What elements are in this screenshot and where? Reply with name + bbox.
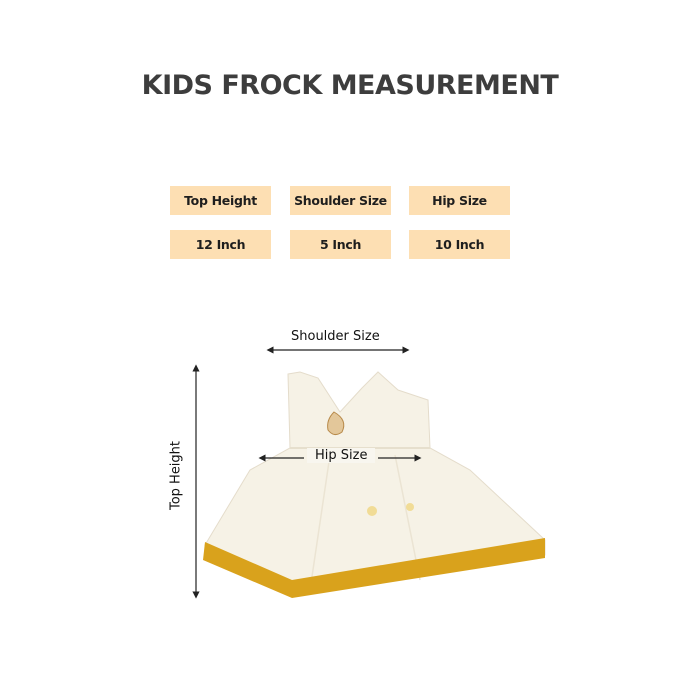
header-shoulder-size: Shoulder Size [290,186,391,215]
hip-size-label: Hip Size [307,448,376,463]
header-top-height: Top Height [170,186,271,215]
value-hip-size: 10 Inch [409,230,510,259]
value-shoulder-size: 5 Inch [290,230,391,259]
top-height-label: Top Height [168,440,184,511]
page-title: KIDS FROCK MEASUREMENT [141,70,559,101]
header-hip-size: Hip Size [409,186,510,215]
frock-image [203,371,546,598]
shoulder-size-label: Shoulder Size [291,329,380,344]
value-top-height: 12 Inch [170,230,271,259]
